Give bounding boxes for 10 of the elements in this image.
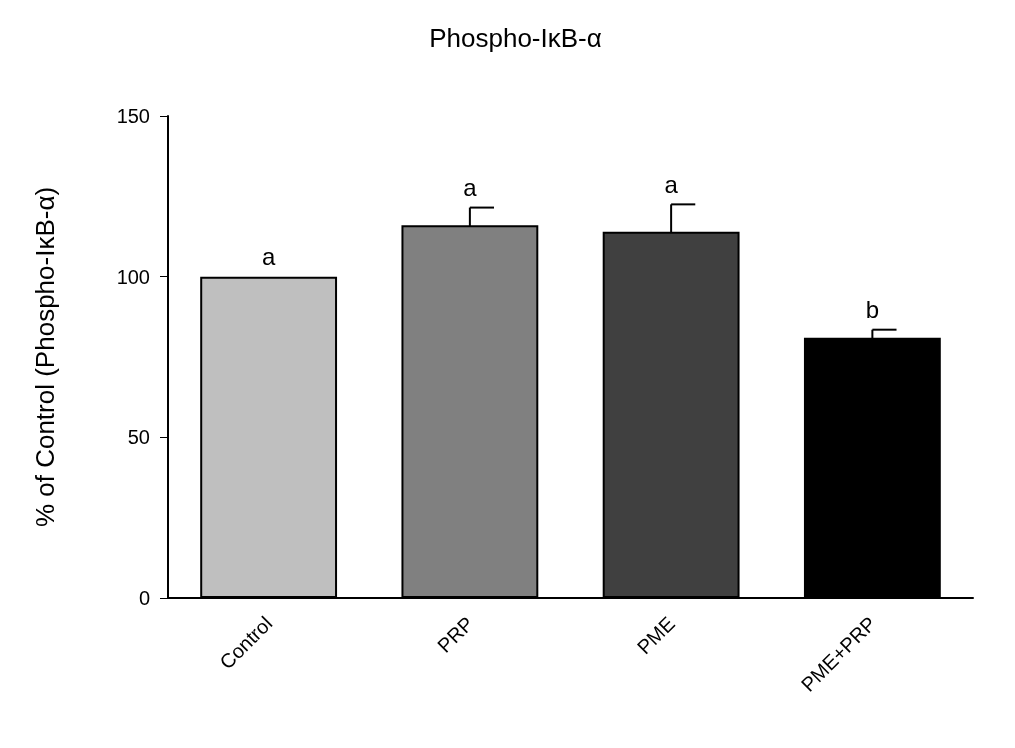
annotation: a <box>664 170 679 198</box>
annotation: a <box>261 243 276 271</box>
y-tick-label: 50 <box>127 426 150 449</box>
y-axis-title: % of Control (Phospho-IκB-α) <box>30 186 60 528</box>
chart-title: Phospho-IκB-α <box>429 23 602 53</box>
annotation: b <box>865 296 880 324</box>
y-tick-label: 0 <box>138 587 150 609</box>
annotation: a <box>463 174 478 202</box>
y-tick-label: 150 <box>116 105 150 127</box>
y-tick-label: 100 <box>116 265 150 288</box>
